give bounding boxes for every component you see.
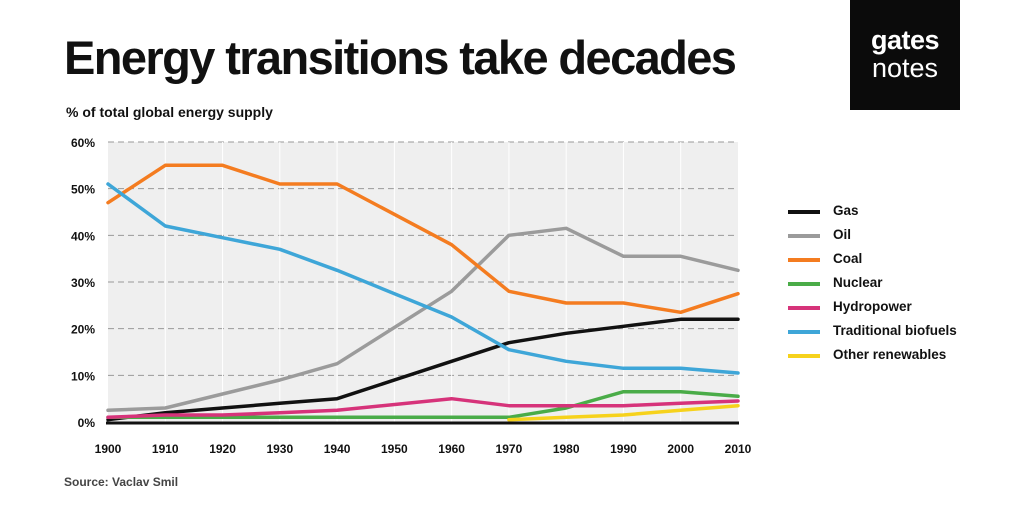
x-tick-label: 1960 bbox=[438, 442, 465, 456]
legend-swatch bbox=[788, 306, 820, 310]
logo-line-2: notes bbox=[871, 53, 939, 83]
x-tick-label: 1910 bbox=[152, 442, 179, 456]
legend-label: Gas bbox=[833, 203, 859, 218]
x-tick-label: 1930 bbox=[266, 442, 293, 456]
x-tick-label: 1920 bbox=[209, 442, 236, 456]
x-tick-label: 1940 bbox=[324, 442, 351, 456]
legend-swatch bbox=[788, 234, 820, 238]
legend-swatch bbox=[788, 282, 820, 286]
x-tick-label: 1950 bbox=[381, 442, 408, 456]
legend-swatch bbox=[788, 330, 820, 334]
legend-label: Other renewables bbox=[833, 347, 947, 362]
legend-swatch bbox=[788, 258, 820, 262]
gates-notes-logo[interactable]: gates notes bbox=[850, 0, 960, 110]
series-line-hydropower bbox=[106, 396, 740, 420]
legend-label: Nuclear bbox=[833, 275, 883, 290]
x-tick-label: 2000 bbox=[667, 442, 694, 456]
y-tick-label: 20% bbox=[71, 323, 95, 337]
x-tick-label: 1990 bbox=[610, 442, 637, 456]
x-tick-label: 2010 bbox=[725, 442, 752, 456]
legend-label: Oil bbox=[833, 227, 852, 242]
y-tick-label: 50% bbox=[71, 183, 95, 197]
series-line-coal bbox=[106, 163, 740, 315]
y-tick-label: 10% bbox=[71, 369, 95, 383]
y-tick-label: 40% bbox=[71, 229, 95, 243]
series-line-other-renewables bbox=[507, 403, 740, 422]
chart-subtitle: % of total global energy supply bbox=[66, 104, 273, 120]
legend-label: Hydropower bbox=[833, 299, 912, 314]
legend-swatch bbox=[788, 354, 820, 358]
legend-swatch bbox=[788, 210, 820, 214]
source-note: Source: Vaclav Smil bbox=[64, 475, 179, 489]
y-tick-label: 0% bbox=[78, 416, 96, 430]
series-line-oil bbox=[106, 226, 740, 413]
legend-label: Traditional biofuels bbox=[833, 323, 957, 338]
chart-title: Energy transitions take decades bbox=[64, 31, 737, 84]
y-tick-label: 30% bbox=[71, 276, 95, 290]
legend-label: Coal bbox=[833, 251, 863, 266]
series-line-traditional-biofuels bbox=[106, 182, 740, 375]
x-tick-label: 1980 bbox=[553, 442, 580, 456]
series-line-nuclear bbox=[106, 389, 740, 420]
x-tick-label: 1900 bbox=[95, 442, 122, 456]
y-tick-label: 60% bbox=[71, 136, 95, 150]
x-tick-label: 1970 bbox=[496, 442, 523, 456]
logo-line-1: gates bbox=[870, 25, 940, 55]
series-line-gas bbox=[106, 317, 740, 422]
